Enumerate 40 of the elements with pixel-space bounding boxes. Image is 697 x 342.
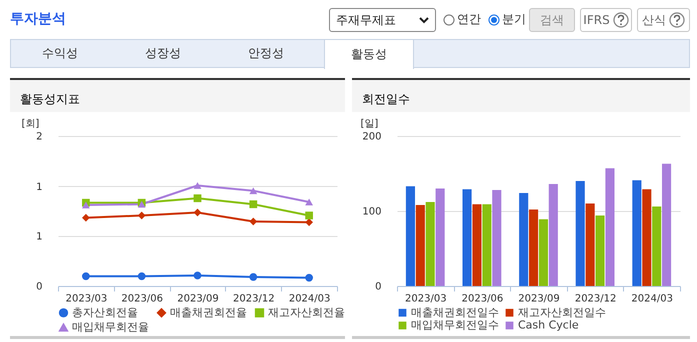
chart-title: 회전일수 — [352, 78, 690, 112]
x-tick-label: 2023/03 — [405, 294, 447, 304]
text: 투자분석 — [10, 10, 66, 28]
legend-label: 매입채무회전율 — [72, 320, 149, 334]
y-tick-label: 1 — [36, 182, 42, 193]
legend-label: 재고자산회전율 — [268, 306, 345, 319]
text: 검색 — [529, 8, 575, 32]
x-tick-label: 2023/09 — [518, 294, 560, 304]
x-tick-label: 2023/12 — [233, 294, 275, 304]
text: IFRS — [583, 13, 610, 27]
legend-label: 매출채권회전율 — [170, 306, 247, 319]
y-tick-label: 2 — [36, 132, 42, 142]
text: 수익성 — [41, 45, 79, 62]
legend-label: 매출채권회전일수 — [411, 306, 499, 319]
x-tick-label: 2023/03 — [66, 294, 108, 304]
y-axis-title: [회] — [22, 118, 40, 130]
y-tick-label: 0 — [36, 282, 42, 292]
y-tick-label: 1 — [36, 231, 42, 242]
text: 주재무제표 — [336, 12, 396, 28]
legend-label: 재고자산회전일수 — [518, 306, 606, 319]
x-tick-label: 2024/03 — [288, 294, 330, 304]
x-tick-label: 2024/03 — [631, 294, 673, 304]
x-tick-label: 2023/12 — [574, 294, 616, 304]
chart-title: 활동성지표 — [10, 78, 345, 112]
text: 연간 — [457, 11, 481, 28]
y-tick-label: 200 — [362, 132, 382, 142]
text: 분기 — [502, 11, 526, 28]
text: 안정성 — [247, 45, 285, 62]
y-tick-label: 100 — [362, 206, 382, 218]
y-axis-title: [일] — [360, 118, 378, 130]
text: 산식 — [642, 12, 666, 28]
legend-label: 매입채무회전일수 — [411, 318, 499, 332]
text: 성장성 — [144, 45, 182, 62]
legend-label: Cash Cycle — [518, 318, 579, 332]
x-tick-label: 2023/06 — [121, 294, 163, 304]
text: 활동성 — [324, 39, 414, 69]
y-tick-label: 0 — [375, 282, 382, 292]
x-tick-label: 2023/06 — [462, 294, 504, 304]
x-tick-label: 2023/09 — [177, 294, 219, 304]
legend-label: 총자산회전율 — [72, 306, 138, 319]
